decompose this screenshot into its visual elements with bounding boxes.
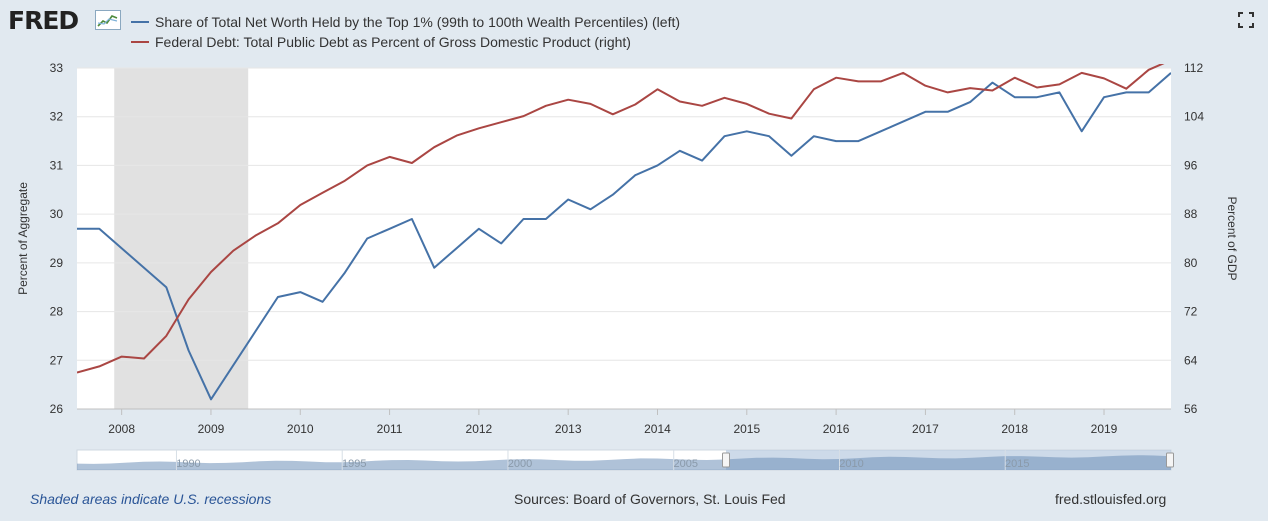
left-tick-label: 26 bbox=[50, 402, 64, 416]
navigator-year-label: 2000 bbox=[508, 458, 532, 470]
left-tick-label: 28 bbox=[50, 305, 64, 319]
left-tick-label: 33 bbox=[50, 61, 64, 75]
legend-item-top1-share[interactable]: Share of Total Net Worth Held by the Top… bbox=[131, 12, 680, 32]
left-tick-label: 29 bbox=[50, 256, 64, 270]
x-tick-label: 2018 bbox=[1001, 422, 1028, 436]
x-tick-label: 2013 bbox=[555, 422, 582, 436]
navigator-handle-right[interactable] bbox=[1166, 452, 1174, 468]
navigator-area-series bbox=[77, 455, 1171, 470]
right-tick-label: 104 bbox=[1184, 110, 1204, 124]
plot-area bbox=[77, 68, 1171, 409]
chart-legend: Share of Total Net Worth Held by the Top… bbox=[131, 12, 680, 52]
right-tick-label: 96 bbox=[1184, 158, 1198, 172]
navigator-year-label: 1995 bbox=[342, 458, 366, 470]
fred-logo: FRED bbox=[8, 6, 79, 35]
recession-band bbox=[114, 68, 249, 409]
left-tick-label: 32 bbox=[50, 110, 64, 124]
navigator-year-label: 1990 bbox=[176, 458, 200, 470]
x-tick-label: 2010 bbox=[287, 422, 314, 436]
left-axis-title: Percent of Aggregate bbox=[16, 182, 30, 295]
x-tick-label: 2014 bbox=[644, 422, 671, 436]
navigator-handle-left[interactable] bbox=[722, 452, 730, 468]
right-tick-label: 88 bbox=[1184, 207, 1198, 221]
legend-swatch-blue bbox=[131, 21, 149, 23]
right-tick-label: 80 bbox=[1184, 256, 1198, 270]
legend-label-top1-share: Share of Total Net Worth Held by the Top… bbox=[155, 14, 681, 30]
x-tick-label: 2019 bbox=[1091, 422, 1118, 436]
series-line-federal-debt bbox=[77, 64, 1165, 374]
series-line-top1-share bbox=[77, 72, 1171, 401]
legend-swatch-red bbox=[131, 41, 149, 43]
x-tick-label: 2017 bbox=[912, 422, 939, 436]
navigator-year-label: 2005 bbox=[673, 458, 697, 470]
recession-note-link[interactable]: Shaded areas indicate U.S. recessions bbox=[30, 491, 272, 507]
left-tick-label: 31 bbox=[50, 158, 64, 172]
x-tick-label: 2009 bbox=[198, 422, 225, 436]
fred-site-link[interactable]: fred.stlouisfed.org bbox=[1055, 491, 1167, 507]
navigator-year-label: 2010 bbox=[839, 458, 863, 470]
right-tick-label: 72 bbox=[1184, 305, 1198, 319]
right-tick-label: 64 bbox=[1184, 353, 1198, 367]
fullscreen-icon[interactable] bbox=[1238, 12, 1254, 28]
fred-graph-icon bbox=[95, 10, 121, 30]
x-tick-label: 2008 bbox=[108, 422, 135, 436]
sources-text: Sources: Board of Governors, St. Louis F… bbox=[514, 491, 786, 507]
right-tick-label: 112 bbox=[1184, 61, 1203, 75]
legend-item-federal-debt[interactable]: Federal Debt: Total Public Debt as Perce… bbox=[131, 32, 680, 52]
x-tick-label: 2012 bbox=[466, 422, 493, 436]
x-tick-label: 2015 bbox=[733, 422, 760, 436]
right-axis-title: Percent of GDP bbox=[1225, 196, 1239, 280]
left-tick-label: 27 bbox=[50, 353, 64, 367]
legend-label-federal-debt: Federal Debt: Total Public Debt as Perce… bbox=[155, 34, 631, 50]
right-tick-label: 56 bbox=[1184, 402, 1198, 416]
navigator-year-label: 2015 bbox=[1005, 458, 1029, 470]
left-tick-label: 30 bbox=[50, 207, 64, 221]
x-tick-label: 2016 bbox=[823, 422, 850, 436]
x-tick-label: 2011 bbox=[377, 422, 403, 436]
